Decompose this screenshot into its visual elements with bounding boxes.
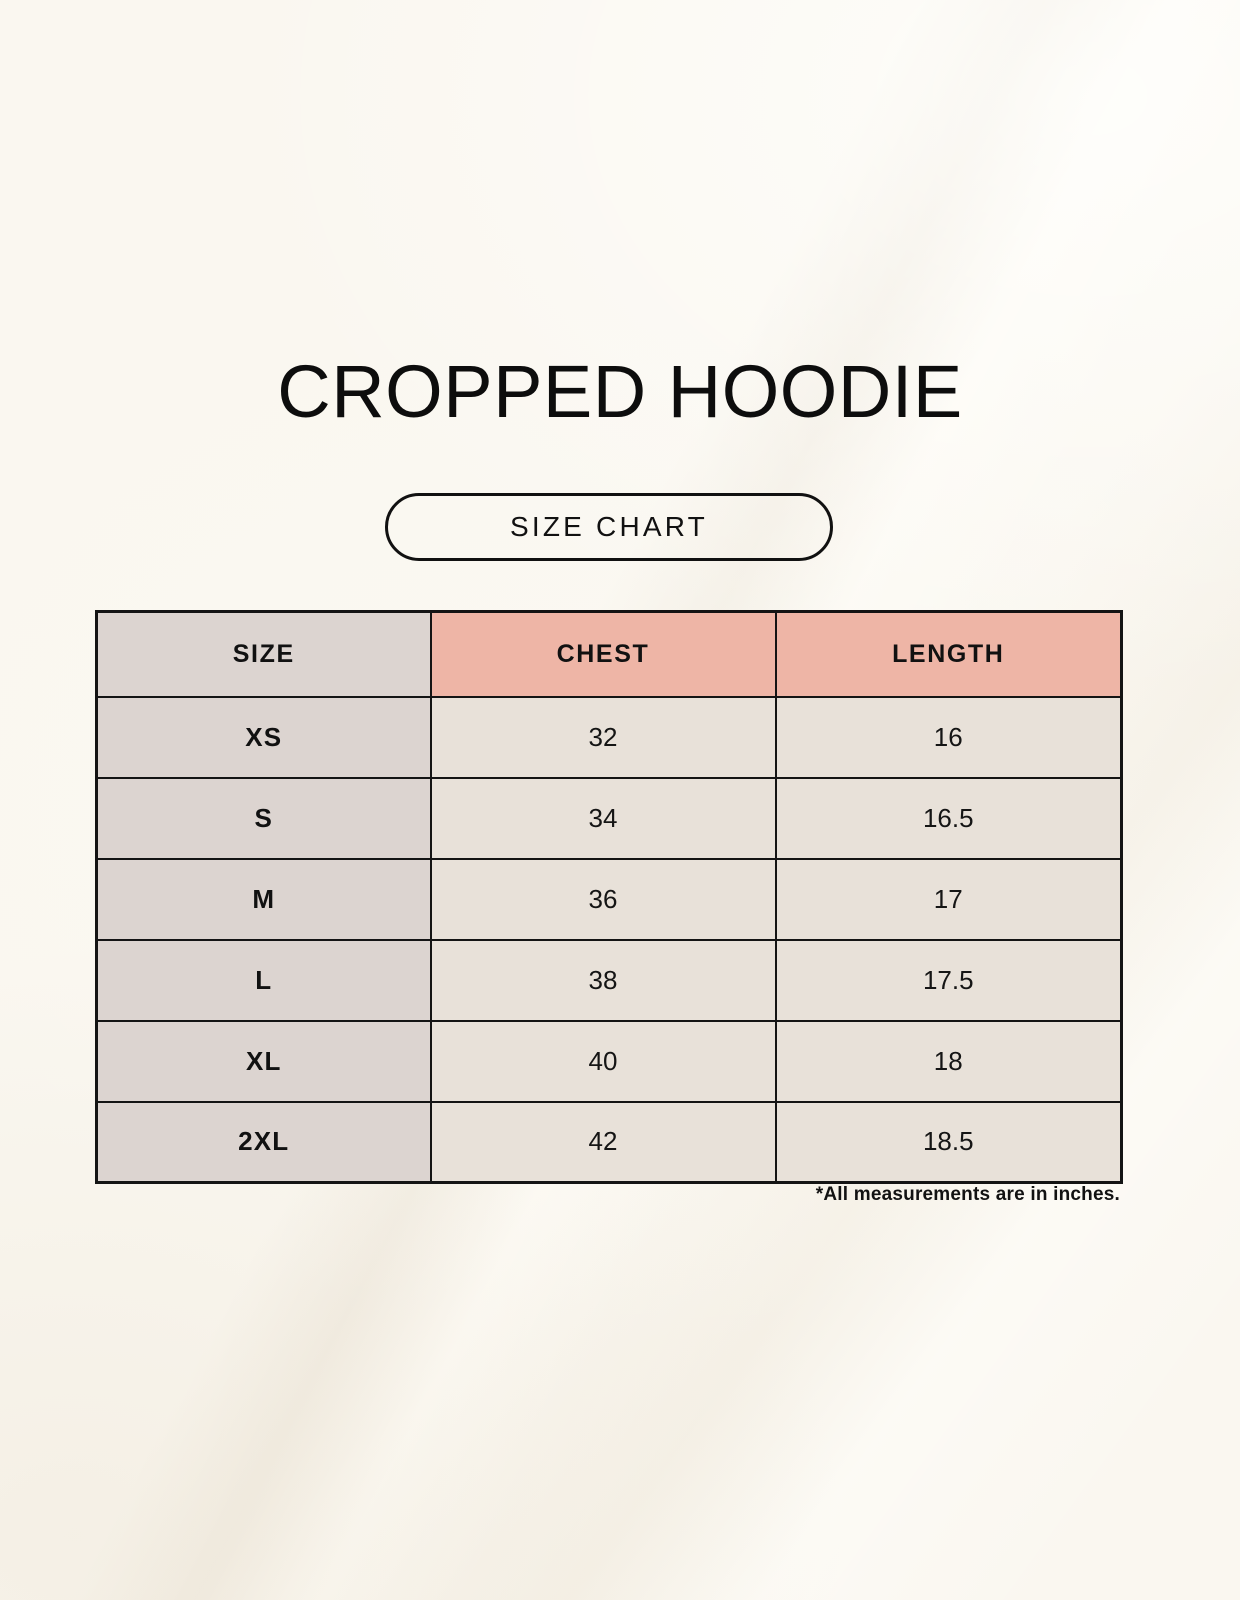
table-row: S 34 16.5 (95, 776, 1123, 860)
cell-size: S (95, 776, 432, 860)
cell-size: XL (95, 1019, 432, 1103)
cell-chest: 38 (429, 938, 777, 1022)
cell-size: M (95, 857, 432, 941)
size-table-container: SIZE CHEST LENGTH XS 32 16 S 34 16.5 M (95, 610, 1123, 1184)
column-header-size: SIZE (95, 610, 432, 698)
cell-length: 18 (774, 1019, 1123, 1103)
size-chart-badge-label: SIZE CHART (510, 511, 708, 542)
page-title: CROPPED HOODIE (277, 350, 963, 433)
cell-chest: 36 (429, 857, 777, 941)
cell-length: 17 (774, 857, 1123, 941)
column-header-chest: CHEST (429, 610, 777, 698)
size-table-body: XS 32 16 S 34 16.5 M 36 17 L 38 17.5 (95, 695, 1123, 1184)
table-row: M 36 17 (95, 857, 1123, 941)
cell-length: 17.5 (774, 938, 1123, 1022)
cell-chest: 32 (429, 695, 777, 779)
table-row: 2XL 42 18.5 (95, 1100, 1123, 1184)
measurement-unit-note: *All measurements are in inches. (815, 1184, 1120, 1205)
cell-size: XS (95, 695, 432, 779)
table-row: L 38 17.5 (95, 938, 1123, 1022)
cell-size: 2XL (95, 1100, 432, 1184)
cell-chest: 42 (429, 1100, 777, 1184)
size-table-head: SIZE CHEST LENGTH (95, 610, 1123, 698)
cell-chest: 40 (429, 1019, 777, 1103)
cell-length: 18.5 (774, 1100, 1123, 1184)
cell-size: L (95, 938, 432, 1022)
cell-length: 16 (774, 695, 1123, 779)
table-row: XL 40 18 (95, 1019, 1123, 1103)
cell-length: 16.5 (774, 776, 1123, 860)
size-table: SIZE CHEST LENGTH XS 32 16 S 34 16.5 M (95, 610, 1123, 1184)
column-header-length: LENGTH (774, 610, 1123, 698)
table-header-row: SIZE CHEST LENGTH (95, 610, 1123, 698)
table-row: XS 32 16 (95, 695, 1123, 779)
cell-chest: 34 (429, 776, 777, 860)
size-chart-badge: SIZE CHART (385, 493, 833, 561)
